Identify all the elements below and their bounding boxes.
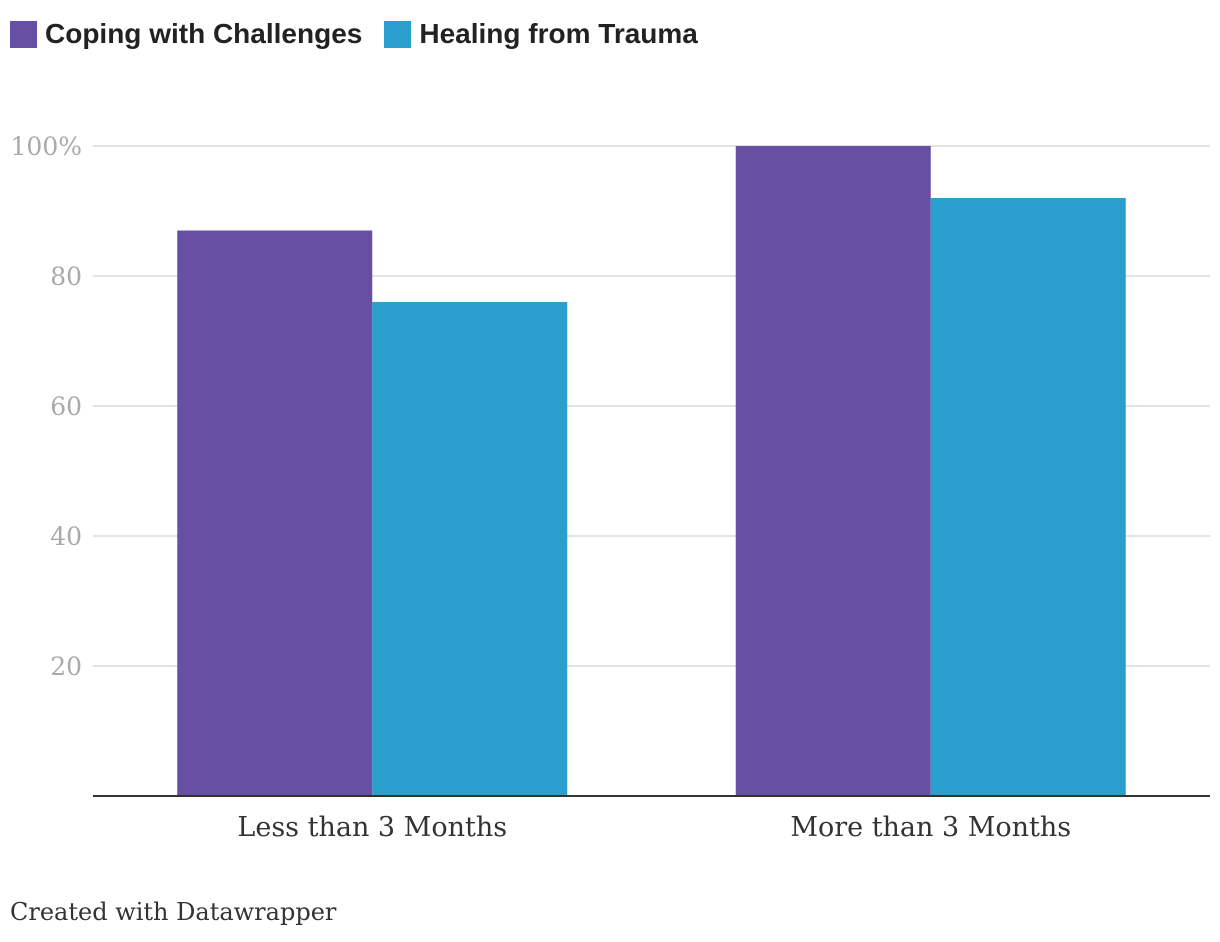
x-axis-labels: Less than 3 Months More than 3 Months [237, 812, 1071, 843]
bar-healing-less-than-3-months [372, 302, 568, 796]
legend-label-healing: Healing from Trauma [419, 18, 698, 49]
footer-credit: Created with Datawrapper [10, 898, 337, 926]
bar-coping-less-than-3-months [177, 230, 373, 796]
bars [177, 146, 1126, 796]
y-tick-label-80: 80 [50, 262, 82, 291]
legend-label-coping: Coping with Challenges [45, 18, 363, 49]
y-tick-label-100: 100% [11, 132, 82, 161]
y-axis-ticks: 20 40 60 80 100% [11, 132, 82, 681]
legend-item-healing: Healing from Trauma [384, 18, 698, 50]
x-category-label-less-than-3-months: Less than 3 Months [237, 812, 507, 843]
bar-chart: 20 40 60 80 100% Less than 3 Months More than… [11, 132, 1210, 843]
legend-swatch-coping [10, 20, 37, 48]
x-category-label-more-than-3-months: More than 3 Months [790, 812, 1071, 843]
bar-healing-more-than-3-months [930, 198, 1126, 796]
bar-coping-more-than-3-months [735, 146, 931, 796]
chart-legend: Coping with Challenges Healing from Trau… [10, 18, 698, 50]
y-tick-label-20: 20 [50, 652, 82, 681]
y-tick-label-60: 60 [50, 392, 82, 421]
y-tick-label-40: 40 [50, 522, 82, 551]
legend-item-coping: Coping with Challenges [10, 18, 362, 50]
legend-swatch-healing [384, 20, 412, 48]
